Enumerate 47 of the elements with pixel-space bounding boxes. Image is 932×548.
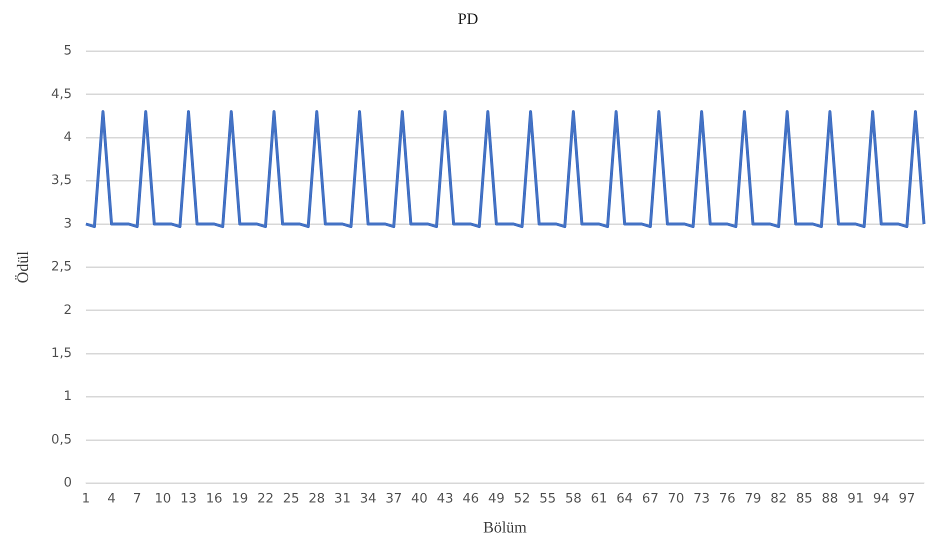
- x-tick-label: 64: [616, 491, 633, 506]
- x-tick-label: 91: [847, 491, 864, 506]
- y-tick-label: 1,5: [51, 346, 72, 361]
- x-tick-label: 40: [411, 491, 428, 506]
- x-tick-label: 76: [719, 491, 736, 506]
- y-tick-label: 3,5: [51, 173, 72, 188]
- x-tick-label: 16: [206, 491, 222, 506]
- x-tick-label: 4: [107, 491, 116, 506]
- chart-title: PD: [458, 10, 478, 28]
- y-tick-label: 0: [64, 476, 72, 491]
- y-tick-label: 4,5: [51, 86, 72, 102]
- x-tick-label: 19: [232, 491, 248, 506]
- x-tick-label: 1: [82, 491, 90, 506]
- x-tick-label: 79: [744, 491, 762, 506]
- x-tick-label: 70: [668, 491, 684, 506]
- x-tick-label: 43: [436, 491, 454, 506]
- x-axis-title: Bölüm: [483, 520, 528, 537]
- x-tick-label: 10: [154, 491, 172, 506]
- y-tick-label: 3: [64, 216, 72, 232]
- x-tick-label: 34: [360, 491, 376, 506]
- x-tick-label: 7: [133, 491, 142, 506]
- x-tick-label: 13: [180, 491, 197, 506]
- x-tick-label: 46: [462, 491, 479, 506]
- y-tick-label: 0,5: [51, 432, 72, 448]
- x-tick-label: 88: [822, 491, 838, 506]
- y-tick-label: 5: [64, 44, 72, 59]
- x-tick-label: 28: [308, 491, 326, 506]
- y-tick-label: 4: [64, 130, 72, 145]
- x-tick-label: 61: [590, 491, 608, 506]
- y-tick-label: 1: [64, 389, 72, 404]
- x-tick-label: 31: [334, 491, 351, 506]
- x-tick-label: 94: [872, 491, 890, 506]
- x-tick-label: 37: [385, 491, 402, 506]
- x-tick-label: 73: [693, 491, 710, 506]
- x-tick-label: 52: [514, 491, 530, 506]
- x-tick-label: 58: [565, 491, 582, 506]
- x-tick-label: 49: [488, 491, 505, 506]
- x-tick-label: 67: [642, 491, 659, 506]
- y-tick-label: 2: [64, 302, 72, 318]
- y-tick-label: 2,5: [51, 260, 72, 275]
- x-tick-label: 25: [282, 491, 300, 506]
- x-tick-label: 82: [770, 491, 787, 506]
- x-tick-label: 97: [898, 491, 916, 506]
- x-tick-label: 55: [539, 491, 556, 506]
- x-tick-label: 85: [796, 491, 813, 506]
- y-axis-title: Ödül: [14, 250, 32, 284]
- x-tick-label: 22: [257, 491, 274, 506]
